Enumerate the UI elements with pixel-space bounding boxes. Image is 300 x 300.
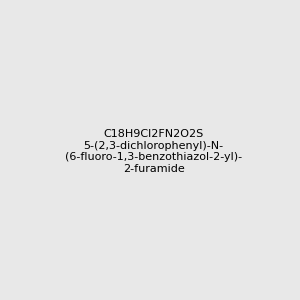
Text: C18H9Cl2FN2O2S
5-(2,3-dichlorophenyl)-N-
(6-fluoro-1,3-benzothiazol-2-yl)-
2-fur: C18H9Cl2FN2O2S 5-(2,3-dichlorophenyl)-N-… bbox=[65, 129, 242, 174]
